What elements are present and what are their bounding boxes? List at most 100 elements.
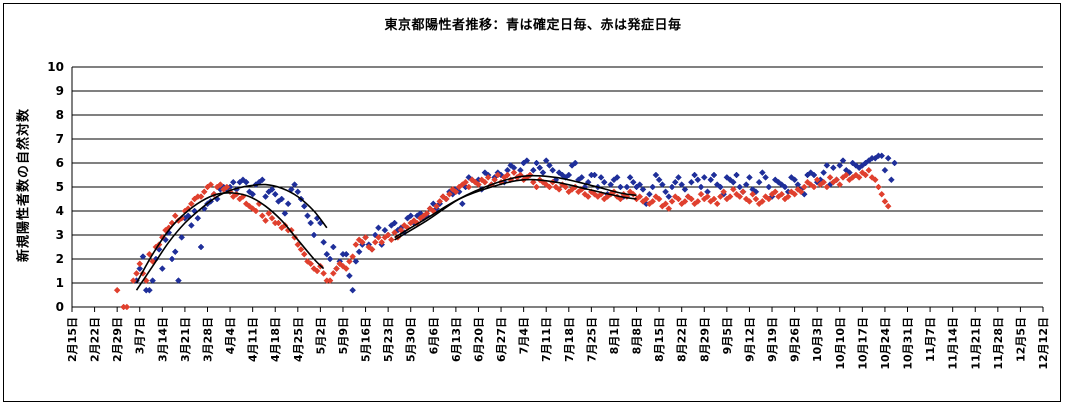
onset-point (729, 186, 737, 193)
onset-point (778, 190, 786, 198)
onset-point (865, 166, 873, 174)
x-tick-label: 2月22日 (89, 317, 102, 362)
onset-point (717, 193, 724, 200)
x-tick-label: 11月21日 (969, 317, 982, 370)
confirmed-point (829, 164, 837, 172)
onset-point (710, 195, 718, 203)
x-tick-label: 8月29日 (698, 317, 711, 362)
confirmed-point (607, 181, 615, 188)
confirmed-point (878, 152, 886, 160)
confirmed-point (578, 174, 586, 181)
confirmed-point (307, 219, 315, 227)
onset-point (207, 181, 215, 188)
x-tick-label: 5月16日 (360, 317, 373, 362)
x-tick-label: 3月7日 (134, 317, 147, 354)
confirmed-point (891, 159, 898, 167)
onset-point (200, 188, 208, 196)
y-tick-label: 4 (56, 204, 64, 218)
confirmed-point (836, 162, 844, 169)
confirmed-point (839, 157, 847, 164)
confirmed-point (284, 200, 292, 208)
confirmed-point (539, 169, 547, 176)
y-tick-label: 0 (56, 300, 64, 314)
x-tick-label: 6月6日 (427, 317, 440, 354)
onset-point (688, 195, 695, 203)
onset-point (665, 205, 673, 212)
onset-point (475, 181, 482, 188)
confirmed-point (600, 178, 608, 186)
onset-point (197, 193, 205, 200)
y-tick-label: 6 (56, 156, 64, 170)
y-tick-label: 8 (56, 108, 64, 122)
confirmed-point (688, 178, 695, 186)
onset-point (388, 236, 395, 244)
onset-point (820, 178, 827, 186)
confirmed-point (736, 183, 744, 191)
confirmed-point (646, 190, 653, 198)
onset-point (123, 303, 131, 311)
x-tick-label: 9月5日 (721, 317, 734, 354)
onset-point (746, 198, 753, 205)
onset-point (171, 212, 179, 220)
confirmed-point (258, 176, 266, 184)
x-tick-label: 8月15日 (653, 317, 666, 362)
confirmed-point (146, 286, 153, 294)
confirmed-point (636, 181, 644, 188)
onset-point (146, 250, 153, 258)
x-tick-label: 9月12日 (743, 317, 756, 362)
y-tick-label: 3 (56, 228, 64, 242)
onset-point (694, 198, 702, 205)
confirmed-point (136, 265, 144, 272)
confirmed-point (729, 178, 737, 186)
confirmed-point (623, 183, 631, 191)
confirmed-point (810, 171, 818, 179)
confirmed-point (613, 174, 621, 181)
onset-point (346, 258, 353, 265)
confirmed-point (294, 188, 302, 196)
x-tick-label: 2月15日 (66, 317, 79, 362)
onset-point (265, 210, 273, 217)
confirmed-point (175, 277, 182, 284)
confirmed-point (700, 174, 708, 181)
confirmed-point (694, 176, 702, 184)
onset-point (300, 250, 308, 258)
onset-point (855, 174, 863, 181)
trend-line (135, 192, 325, 284)
onset-point (446, 190, 453, 198)
onset-point (465, 183, 473, 191)
onset-point (223, 183, 231, 191)
confirmed-point (523, 157, 531, 164)
onset-point (129, 277, 137, 284)
trend-line (135, 183, 328, 291)
onset-point (800, 183, 808, 191)
onset-point (326, 277, 334, 284)
onset-point (823, 183, 831, 191)
confirmed-point (533, 159, 540, 167)
onset-point (423, 210, 431, 217)
onset-point (384, 231, 392, 239)
confirmed-point (304, 212, 311, 220)
onset-point (378, 238, 386, 246)
x-tick-label: 4月18日 (269, 317, 282, 362)
x-tick-label: 6月13日 (450, 317, 463, 362)
onset-point (584, 193, 592, 200)
confirmed-point (707, 176, 715, 184)
onset-point (297, 246, 305, 253)
confirmed-point (310, 231, 318, 239)
y-tick-label: 2 (56, 252, 64, 266)
onset-point (442, 195, 450, 203)
confirmed-point (658, 181, 666, 188)
confirmed-point (655, 176, 663, 184)
confirmed-point (571, 159, 579, 167)
onset-point (391, 229, 398, 236)
onset-point (736, 193, 744, 200)
onset-point (358, 238, 366, 246)
x-tick-label: 6月20日 (472, 317, 485, 362)
onset-point (375, 234, 382, 241)
onset-point (681, 198, 689, 205)
confirmed-point (629, 178, 637, 186)
confirmed-point (884, 154, 892, 162)
confirmed-point (678, 181, 686, 188)
x-tick-label: 6月27日 (495, 317, 508, 362)
data-points (113, 152, 898, 311)
